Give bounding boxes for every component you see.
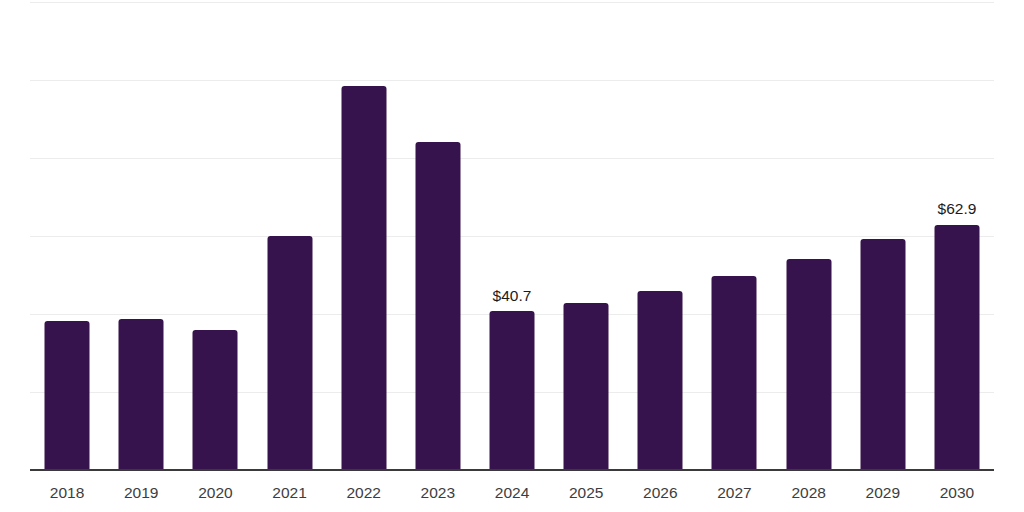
bar-2025 [564,303,609,470]
bar-2018 [45,321,90,470]
bar-2027 [712,276,757,470]
plot-area: $40.7 $62.9 [30,2,994,470]
x-tick-2020: 2020 [178,484,252,503]
bar-slot-2024: $40.7 [475,2,549,470]
bar-slot-2025 [549,2,623,470]
x-tick-2030: 2030 [920,484,994,503]
bar-value-label-2024: $40.7 [493,288,532,304]
x-tick-2022: 2022 [327,484,401,503]
x-tick-2029: 2029 [846,484,920,503]
bar-2030 [934,225,979,470]
bar-2019 [119,319,164,470]
x-tick-2021: 2021 [252,484,326,503]
x-tick-2023: 2023 [401,484,475,503]
bar-slot-2030: $62.9 [920,2,994,470]
bar-slot-2023 [401,2,475,470]
x-axis-ticks: 2018201920202021202220232024202520262027… [30,484,994,503]
bar-2021 [267,236,312,470]
bar-2026 [638,291,683,470]
bar-slot-2021 [252,2,326,470]
x-tick-2018: 2018 [30,484,104,503]
bar-slot-2029 [846,2,920,470]
bar-slot-2028 [772,2,846,470]
x-tick-2019: 2019 [104,484,178,503]
bars-row: $40.7 $62.9 [30,2,994,470]
x-tick-2028: 2028 [772,484,846,503]
x-tick-2025: 2025 [549,484,623,503]
bar-2024 [490,311,535,470]
x-axis-line [30,469,994,471]
bar-2028 [786,259,831,470]
bar-slot-2020 [178,2,252,470]
bar-slot-2018 [30,2,104,470]
bar-slot-2019 [104,2,178,470]
bar-chart: $40.7$62.9 20182019202020212022202320242… [0,0,1024,512]
x-tick-2026: 2026 [623,484,697,503]
x-tick-2024: 2024 [475,484,549,503]
bar-2023 [415,142,460,470]
bar-value-label-2030: $62.9 [938,201,977,217]
bar-2022 [341,86,386,470]
bar-slot-2022 [327,2,401,470]
bar-2029 [860,239,905,470]
bar-2020 [193,330,238,470]
bar-slot-2027 [697,2,771,470]
bar-slot-2026 [623,2,697,470]
x-tick-2027: 2027 [697,484,771,503]
